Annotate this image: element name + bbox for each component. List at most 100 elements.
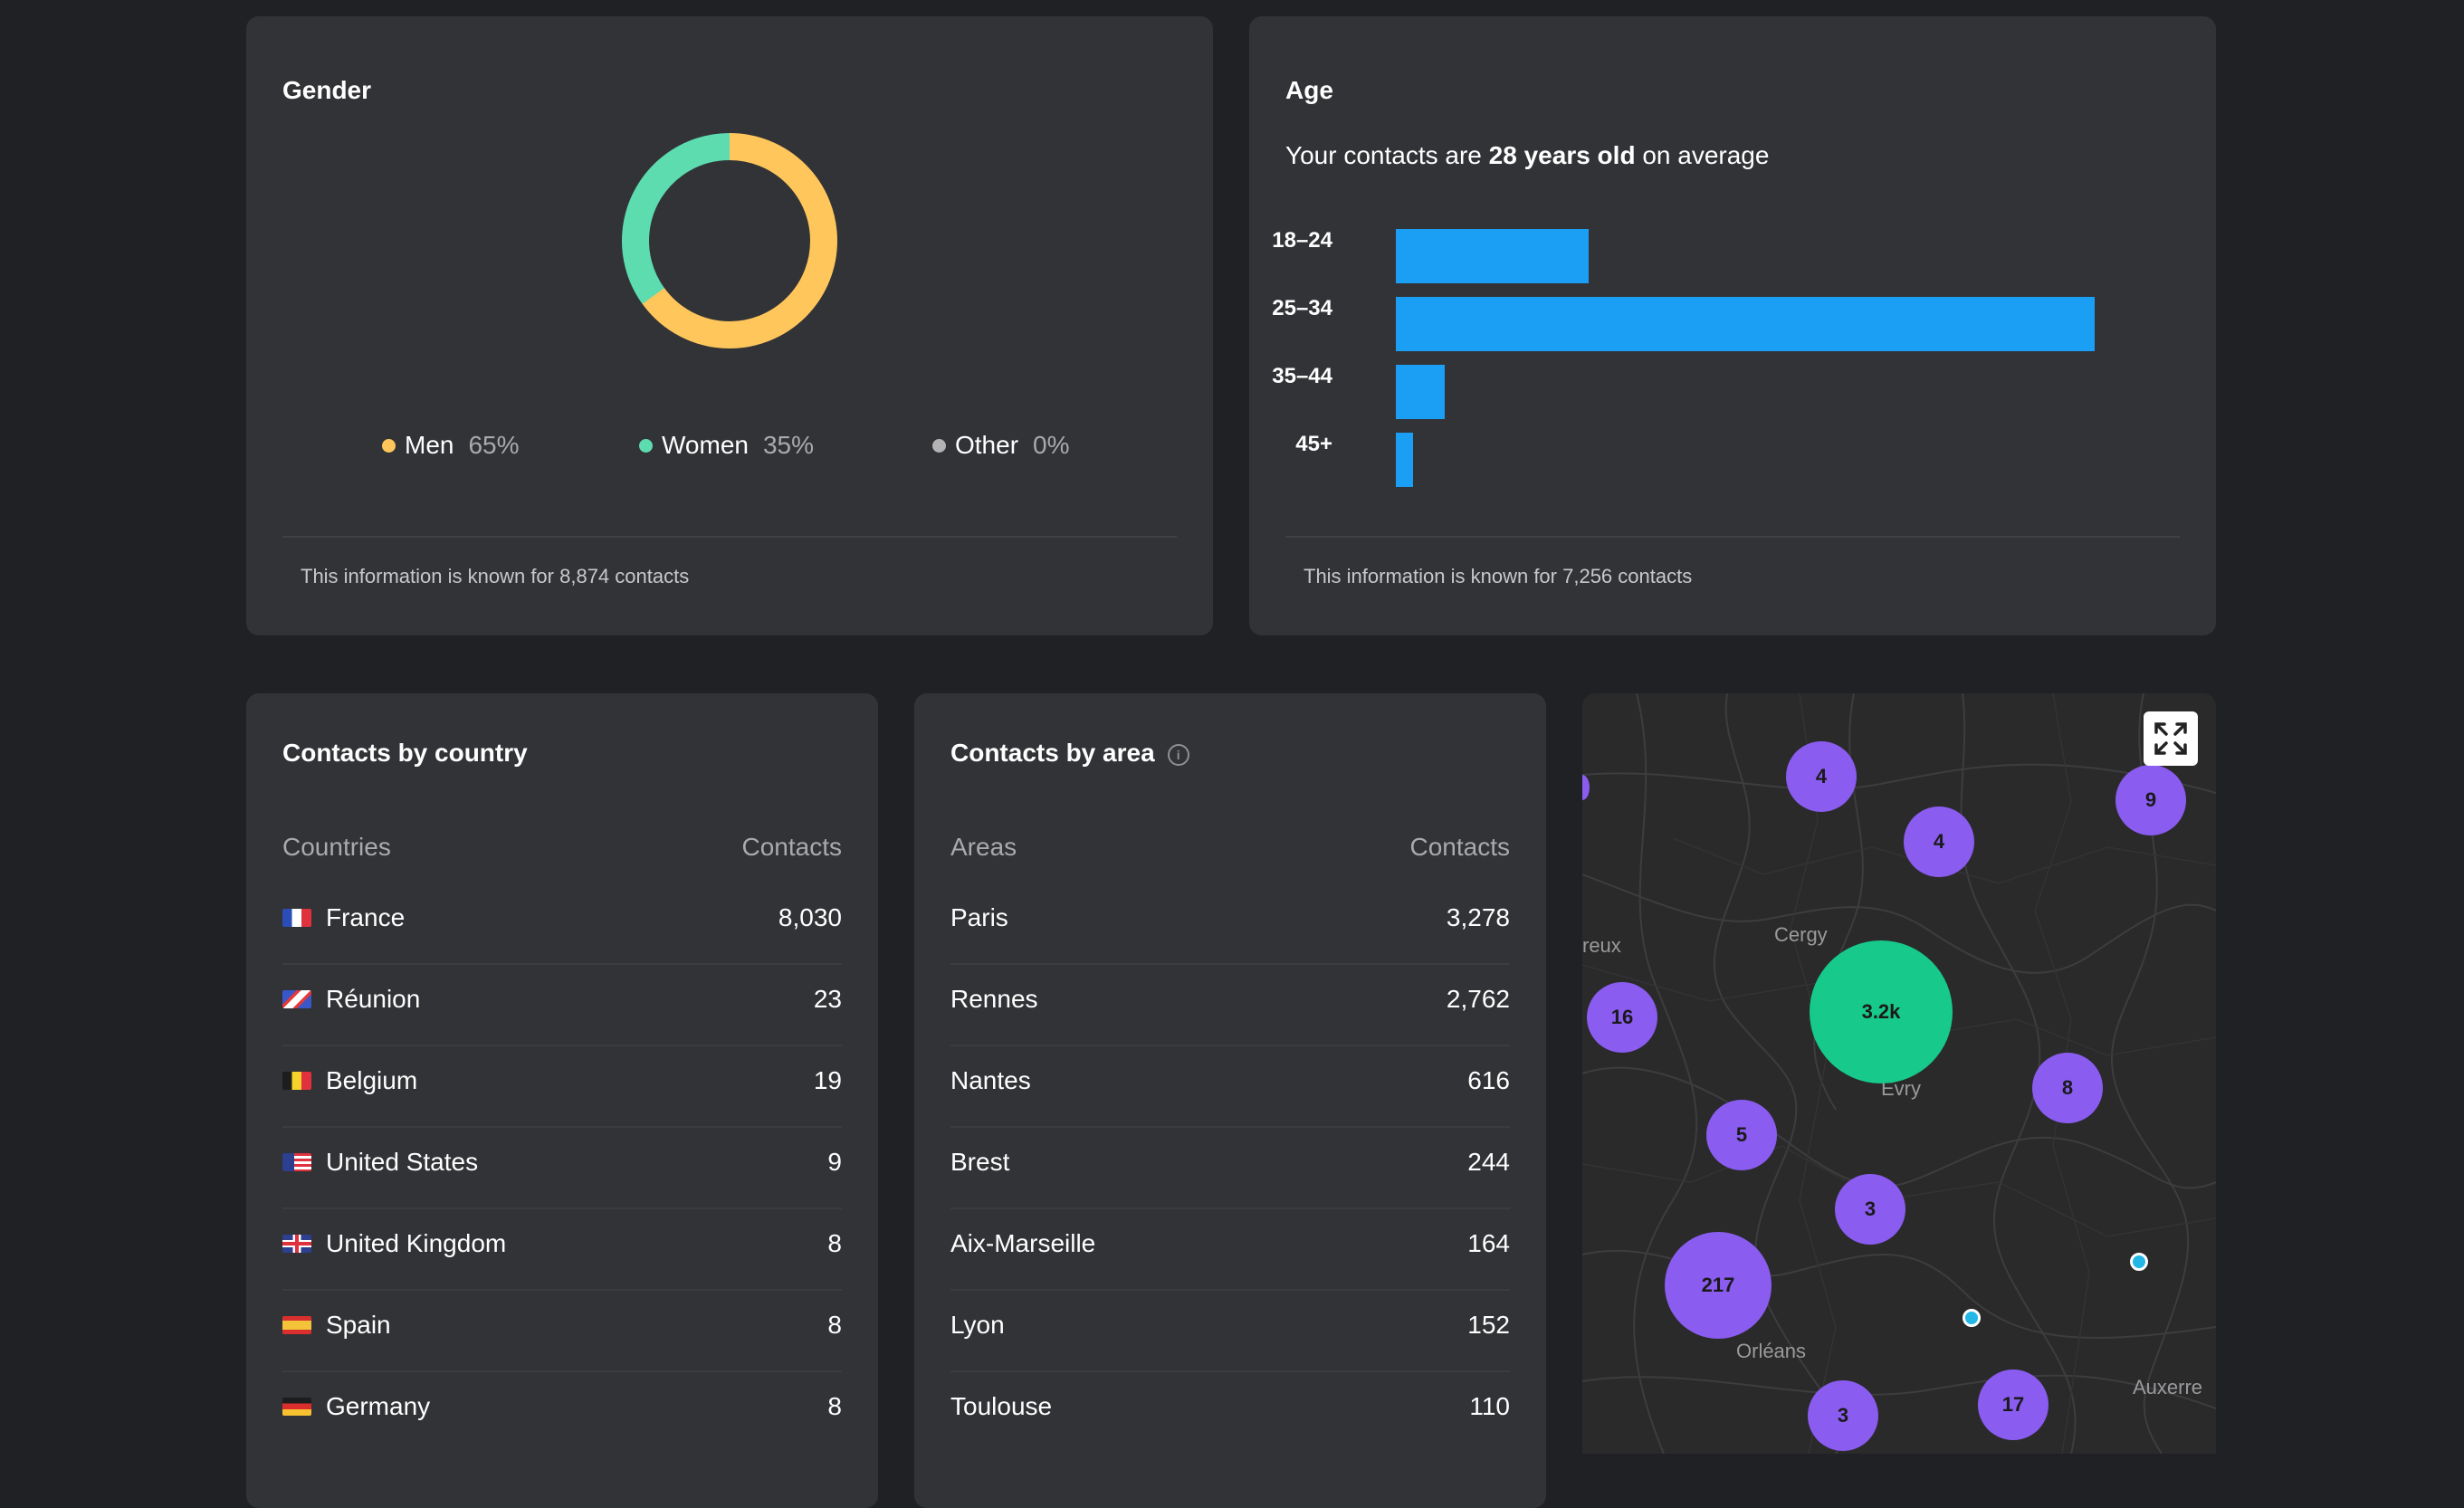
row-name: Spain [282, 1311, 391, 1340]
map-cluster[interactable]: 16 [1587, 982, 1657, 1053]
flag-fr-icon [282, 909, 311, 927]
row-name-text: France [326, 903, 406, 931]
row-name-text: Lyon [950, 1311, 1005, 1339]
map-cluster[interactable]: 217 [1665, 1232, 1772, 1339]
row-name-text: Nantes [950, 1066, 1031, 1094]
flag-be-icon [282, 1072, 311, 1090]
gender-card: Gender Men 65% Women 35% Other 0% This i… [246, 16, 1213, 635]
map-cluster[interactable]: 5 [1706, 1100, 1777, 1170]
legend-label-men: Men [405, 431, 454, 459]
map-cluster[interactable]: 4 [1786, 741, 1857, 812]
area-col-header-name[interactable]: Areas [950, 833, 1017, 861]
donut-segment-men [622, 133, 837, 348]
gender-divider [282, 536, 1177, 538]
age-subtitle: Your contacts are 28 years old on averag… [1285, 141, 1769, 170]
area-col-header-contacts[interactable]: Contacts [1409, 833, 1511, 861]
fullscreen-button[interactable] [2144, 711, 2198, 766]
row-value: 8,030 [778, 903, 842, 931]
row-value: 8 [827, 1229, 842, 1257]
fullscreen-icon [2154, 722, 2187, 755]
table-row: Belgium 19 [282, 1046, 842, 1128]
table-row: Rennes 2,762 [950, 965, 1510, 1046]
map-city-label: reux [1582, 934, 1621, 957]
row-name: Germany [282, 1392, 430, 1421]
row-name-text: United Kingdom [326, 1229, 507, 1257]
area-card: Contacts by area i [914, 693, 1546, 1508]
age-tick-label: 35–44 [1272, 364, 1332, 388]
row-name-text: Aix-Marseille [950, 1229, 1096, 1257]
row-value: 8 [827, 1311, 842, 1339]
row-name: Rennes [950, 985, 1038, 1014]
map-cluster[interactable]: 17 [1978, 1370, 2049, 1440]
map-cluster-large[interactable]: 3.2k [1810, 940, 1953, 1083]
country-col-header-contacts[interactable]: Contacts [741, 833, 843, 861]
legend-women: Women 35% [639, 431, 814, 460]
age-tick-label: 18–24 [1272, 228, 1332, 253]
country-card: Contacts by country [246, 693, 878, 1508]
table-row: Toulouse 110 [950, 1372, 1510, 1454]
legend-dot-men [382, 438, 396, 453]
row-name-text: Rennes [950, 985, 1038, 1013]
row-name: Brest [950, 1148, 1009, 1177]
row-name-text: Brest [950, 1148, 1010, 1176]
legend-label-other: Other [955, 431, 1019, 459]
map-city-label: Cergy [1774, 923, 1828, 946]
row-name: United Kingdom [282, 1229, 506, 1258]
row-value: 152 [1467, 1311, 1510, 1339]
table-row: Lyon 152 [950, 1291, 1510, 1372]
legend-percent-women: 35% [762, 431, 815, 459]
map-cluster[interactable]: 9 [2115, 765, 2186, 835]
flag-us-icon [282, 1153, 311, 1171]
age-subtitle-suffix: on average [1642, 141, 1770, 169]
flag-gb-icon [282, 1235, 311, 1253]
table-row: Nantes 616 [950, 1046, 1510, 1128]
age-tick-label: 25–34 [1272, 296, 1332, 320]
age-tick-label: 45+ [1295, 432, 1332, 456]
row-name-text: Paris [950, 903, 1008, 931]
legend-percent-men: 65% [468, 431, 520, 459]
map-cluster[interactable]: 3 [1835, 1174, 1905, 1245]
country-col-header-name[interactable]: Countries [282, 833, 391, 861]
country-title: Contacts by country [282, 739, 528, 767]
row-value: 110 [1469, 1392, 1510, 1420]
row-value: 8 [827, 1392, 842, 1420]
table-row: Germany 8 [282, 1372, 842, 1454]
gender-title: Gender [282, 76, 372, 104]
gender-footer: This information is known for 8,874 cont… [301, 565, 690, 587]
row-value: 3,278 [1446, 903, 1510, 931]
age-bar [1396, 433, 1413, 487]
table-row: Aix-Marseille 164 [950, 1209, 1510, 1291]
table-row: Brest 244 [950, 1128, 1510, 1209]
map-location-pin[interactable] [2130, 1253, 2148, 1271]
map-cluster[interactable]: 8 [2032, 1053, 2103, 1123]
legend-label-women: Women [662, 431, 749, 459]
table-row: Paris 3,278 [950, 883, 1510, 965]
legend-other: Other 0% [932, 431, 1070, 460]
row-name-text: Réunion [326, 985, 421, 1013]
table-row: United Kingdom 8 [282, 1209, 842, 1291]
table-row: France 8,030 [282, 883, 842, 965]
row-name: Nantes [950, 1066, 1031, 1095]
age-bar [1396, 297, 2095, 351]
legend-men: Men 65% [382, 431, 520, 460]
table-row: Spain 8 [282, 1291, 842, 1372]
age-subtitle-average: 28 years old [1488, 141, 1636, 169]
legend-dot-other [932, 438, 946, 453]
flag-es-icon [282, 1316, 311, 1334]
row-name: France [282, 903, 405, 932]
contacts-map[interactable]: reux Cergy Evry Orléans Auxerre 4 4 9 16… [1582, 693, 2216, 1454]
map-cluster[interactable]: 3 [1808, 1380, 1878, 1451]
map-location-pin[interactable] [1963, 1309, 1981, 1327]
legend-percent-other: 0% [1033, 431, 1070, 459]
info-icon[interactable]: i [1167, 743, 1189, 766]
row-name: Lyon [950, 1311, 1005, 1340]
map-city-label: Auxerre [2133, 1376, 2203, 1398]
map-cluster[interactable]: 4 [1904, 806, 1974, 877]
age-card: Age Your contacts are 28 years old on av… [1249, 16, 2216, 635]
age-footer: This information is known for 7,256 cont… [1304, 565, 1693, 587]
age-bar [1396, 365, 1445, 419]
row-value: 9 [827, 1148, 842, 1176]
map-cluster-edge[interactable] [1582, 775, 1590, 800]
age-subtitle-prefix: Your contacts are [1285, 141, 1482, 169]
map-city-label: Orléans [1736, 1340, 1807, 1362]
